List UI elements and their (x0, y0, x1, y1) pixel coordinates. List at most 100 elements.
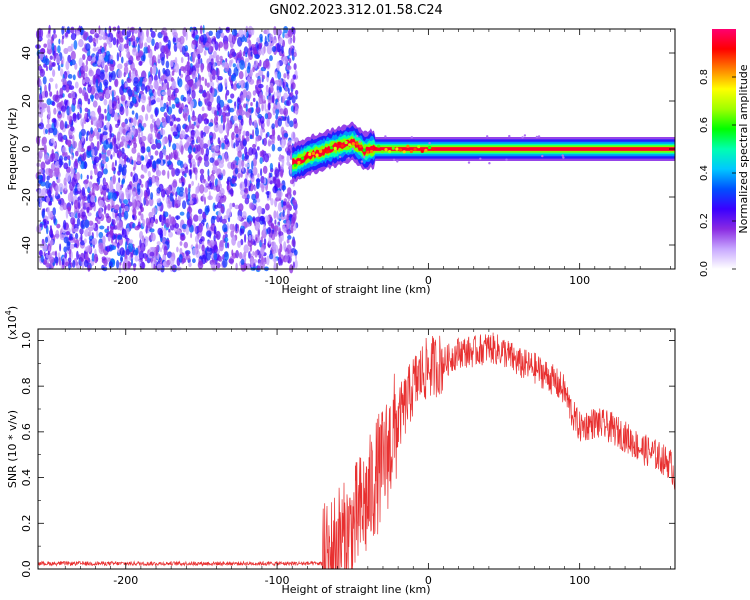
noise-speckle (289, 120, 294, 128)
noise-speckle (137, 127, 142, 134)
noise-speckle (271, 123, 276, 130)
noise-speckle (48, 211, 53, 218)
noise-speckle (266, 191, 270, 199)
noise-speckle (59, 120, 65, 131)
noise-speckle (242, 139, 247, 147)
noise-speckle (179, 247, 183, 255)
noise-speckle (228, 33, 234, 44)
signal-blob (340, 144, 344, 148)
signal-blob (311, 151, 315, 156)
noise-speckle (145, 224, 148, 234)
noise-speckle (188, 81, 193, 88)
noise-speckle (212, 75, 216, 80)
noise-speckle (181, 181, 185, 187)
noise-speckle (286, 244, 292, 254)
noise-speckle (188, 71, 191, 76)
noise-speckle (63, 162, 69, 170)
noise-speckle (117, 234, 123, 240)
noise-speckle (294, 259, 298, 269)
snr-y-multiplier-suffix: ) (6, 306, 19, 310)
noise-speckle (135, 69, 138, 77)
noise-speckle (126, 77, 132, 83)
noise-speckle (70, 126, 75, 132)
noise-speckle (126, 29, 131, 38)
noise-speckle (238, 203, 244, 212)
noise-speckle (287, 194, 291, 202)
noise-speckle (118, 177, 121, 184)
noise-speckle (273, 26, 277, 36)
noise-speckle (163, 102, 167, 110)
noise-speckle (180, 234, 186, 241)
noise-speckle (270, 222, 275, 229)
noise-speckle (39, 108, 44, 119)
noise-speckle (49, 256, 55, 264)
noise-speckle (269, 191, 272, 201)
noise-speckle (213, 252, 218, 261)
noise-speckle (221, 142, 225, 150)
noise-speckle (51, 101, 56, 107)
noise-speckle (82, 64, 85, 72)
noise-speckle (155, 159, 162, 165)
noise-speckle (225, 58, 228, 63)
noise-speckle (156, 263, 162, 269)
noise-speckle (199, 84, 204, 94)
noise-speckle (152, 89, 155, 94)
noise-speckle (220, 32, 225, 38)
signal-blob (337, 141, 341, 145)
noise-speckle (135, 247, 139, 256)
noise-speckle (215, 195, 220, 203)
signal-blob (395, 147, 399, 151)
noise-speckle (213, 116, 218, 126)
noise-speckle (237, 173, 242, 178)
noise-speckle (114, 78, 119, 88)
noise-speckle (180, 56, 184, 64)
noise-speckle (97, 171, 103, 179)
noise-speckle (172, 37, 177, 43)
noise-speckle (84, 77, 90, 83)
noise-speckle (76, 250, 79, 260)
noise-speckle (205, 42, 210, 48)
noise-speckle (129, 239, 134, 244)
noise-speckle (69, 106, 72, 115)
noise-speckle (72, 97, 77, 106)
noise-speckle (46, 33, 52, 39)
signal-halo-dot (392, 158, 396, 161)
noise-speckle (94, 166, 98, 176)
noise-speckle (148, 211, 153, 218)
noise-speckle (65, 231, 70, 236)
noise-speckle (129, 118, 132, 123)
noise-speckle (130, 252, 134, 258)
noise-speckle (100, 133, 103, 141)
signal-halo-dot (541, 154, 544, 158)
signal-blob (388, 150, 392, 154)
snr-series-line (37, 332, 676, 570)
noise-speckle (67, 155, 71, 161)
noise-speckle (207, 104, 212, 111)
noise-speckle (38, 65, 43, 71)
noise-speckle (148, 51, 152, 59)
noise-speckle (118, 221, 124, 231)
noise-speckle (244, 233, 247, 243)
noise-speckle (266, 44, 273, 55)
noise-speckle (58, 183, 64, 193)
x-tick-label: 100 (569, 274, 590, 287)
noise-speckle (218, 256, 223, 262)
noise-speckle (103, 42, 108, 47)
noise-speckle (50, 229, 53, 235)
noise-speckle (64, 252, 68, 259)
noise-speckle (126, 51, 131, 59)
noise-speckle (112, 192, 117, 202)
noise-speckle (138, 132, 141, 140)
noise-speckle (119, 141, 124, 148)
noise-speckle (146, 36, 152, 43)
signal-halo-dot (351, 147, 355, 151)
noise-speckle (198, 223, 203, 233)
noise-speckle (172, 31, 178, 39)
noise-speckle (43, 43, 47, 48)
noise-speckle (240, 95, 243, 103)
noise-speckle (46, 175, 50, 181)
colorbar: 0.0 0.2 0.4 0.6 0.8 Normalized spectral ampl… (699, 29, 750, 277)
noise-speckle (152, 176, 156, 184)
signal-blob (329, 146, 334, 150)
noise-speckle (211, 69, 217, 77)
